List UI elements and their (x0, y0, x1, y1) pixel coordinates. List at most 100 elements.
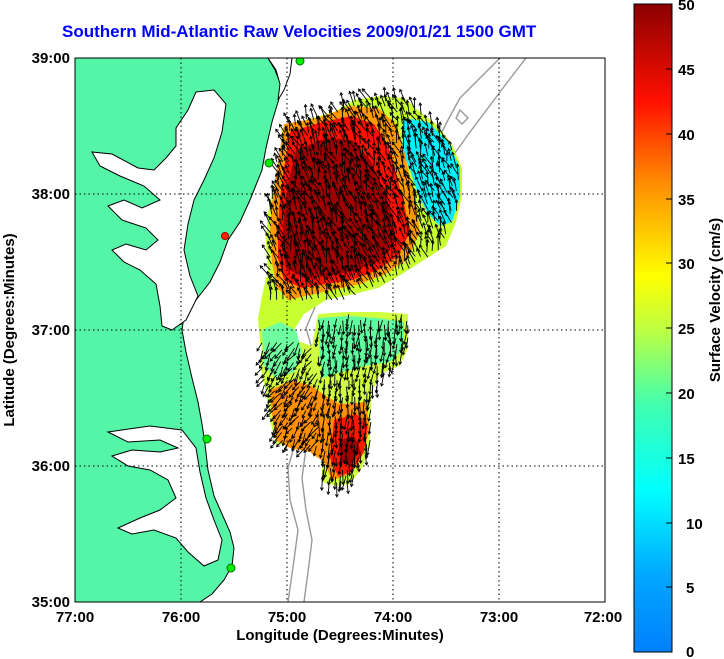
velocity-arrowhead (366, 375, 371, 380)
velocity-arrowhead (405, 181, 410, 186)
velocity-arrow (400, 106, 405, 119)
velocity-arrow (351, 120, 361, 131)
velocity-arrowhead (324, 147, 329, 152)
velocity-arrow (325, 290, 333, 301)
velocity-arrowhead (390, 242, 395, 247)
velocity-arrow (318, 319, 321, 331)
velocity-arrowhead (306, 377, 311, 381)
velocity-arrowhead (289, 285, 294, 290)
velocity-arrow (358, 402, 361, 415)
velocity-arrowhead (360, 194, 365, 199)
velocity-arrow (405, 243, 416, 257)
velocity-arrow (263, 263, 271, 271)
velocity-arrowhead (316, 219, 321, 223)
velocity-arrowhead (429, 155, 434, 160)
velocity-arrow (332, 462, 336, 473)
velocity-arrow (320, 361, 326, 374)
velocity-arrowhead (306, 384, 311, 389)
velocity-arrow (381, 372, 385, 387)
velocity-arrow (296, 278, 302, 294)
velocity-arrow (321, 337, 324, 350)
velocity-arrow (315, 410, 319, 418)
velocity-arrow (345, 234, 350, 246)
velocity-arrow (363, 223, 369, 233)
velocity-arrowhead (366, 138, 371, 142)
velocity-arrowhead (277, 172, 281, 177)
velocity-arrowhead (443, 169, 448, 174)
velocity-arrowhead (292, 435, 296, 440)
velocity-arrow (318, 354, 324, 367)
y-tick-label: 35:00 (32, 594, 70, 611)
velocity-arrowhead (330, 478, 335, 483)
velocity-arrowhead (331, 259, 336, 264)
velocity-arrow (296, 353, 301, 365)
velocity-arrow (336, 202, 343, 212)
velocity-arrowhead (401, 96, 405, 101)
velocity-arrow (317, 168, 320, 180)
velocity-arrow (408, 250, 416, 263)
velocity-arrowhead (365, 212, 369, 217)
velocity-arrow (321, 231, 327, 240)
velocity-arrowhead (348, 267, 353, 272)
velocity-arrow (358, 98, 368, 108)
velocity-arrowhead (435, 135, 440, 139)
velocity-arrowhead (413, 205, 418, 210)
velocity-arrowhead (428, 139, 433, 144)
velocity-arrow (299, 395, 306, 403)
velocity-arrowhead (365, 347, 370, 352)
velocity-arrowhead (345, 108, 349, 113)
velocity-arrow (409, 200, 416, 216)
velocity-arrow (279, 124, 286, 133)
velocity-arrowhead (340, 373, 344, 378)
velocity-arrowhead (374, 105, 378, 109)
velocity-arrowhead (335, 237, 339, 242)
velocity-arrow (264, 213, 272, 227)
velocity-arrowhead (277, 217, 282, 222)
velocity-arrow (325, 178, 331, 187)
y-axis-label: Latitude (Degrees:Minutes) (1, 233, 18, 426)
velocity-arrow (271, 249, 279, 265)
velocity-arrowhead (435, 176, 440, 181)
velocity-arrowhead (338, 393, 342, 398)
velocity-arrow (310, 108, 315, 120)
velocity-arrow (346, 392, 349, 402)
velocity-arrowhead (388, 126, 393, 131)
velocity-arrow (412, 220, 418, 235)
velocity-arrowhead (387, 100, 392, 104)
velocity-arrowhead (354, 219, 359, 224)
velocity-arrow (332, 407, 336, 417)
velocity-arrowhead (292, 113, 297, 118)
y-tick-label: 37:00 (32, 322, 70, 339)
velocity-arrow (331, 469, 336, 482)
velocity-arrowhead (382, 208, 386, 212)
velocity-arrowhead (374, 113, 379, 118)
velocity-arrowhead (412, 187, 417, 192)
velocity-arrowhead (280, 380, 285, 385)
velocity-arrow (306, 395, 313, 409)
velocity-arrowhead (356, 406, 360, 411)
velocity-arrow (304, 239, 307, 257)
velocity-arrowhead (305, 238, 310, 242)
velocity-arrow (307, 373, 314, 381)
velocity-arrow (424, 182, 429, 192)
velocity-arrow (311, 285, 313, 295)
velocity-arrowhead (282, 449, 286, 454)
velocity-arrowhead (399, 164, 404, 169)
velocity-arrow (311, 200, 315, 210)
velocity-arrow (281, 166, 290, 181)
velocity-arrow (334, 476, 337, 490)
velocity-arrowhead (362, 180, 367, 184)
velocity-arrowhead (362, 157, 367, 162)
velocity-arrowhead (416, 247, 420, 252)
velocity-arrow (367, 225, 380, 239)
velocity-arrowhead (405, 221, 410, 226)
velocity-arrow (363, 256, 369, 270)
velocity-arrowhead (318, 258, 323, 263)
velocity-arrowhead (299, 230, 303, 235)
velocity-arrow (440, 144, 451, 156)
velocity-arrowhead (384, 200, 388, 205)
velocity-arrowhead (328, 220, 333, 224)
velocity-arrowhead (326, 247, 331, 251)
velocity-arrowhead (304, 286, 308, 291)
velocity-arrow (399, 349, 403, 365)
